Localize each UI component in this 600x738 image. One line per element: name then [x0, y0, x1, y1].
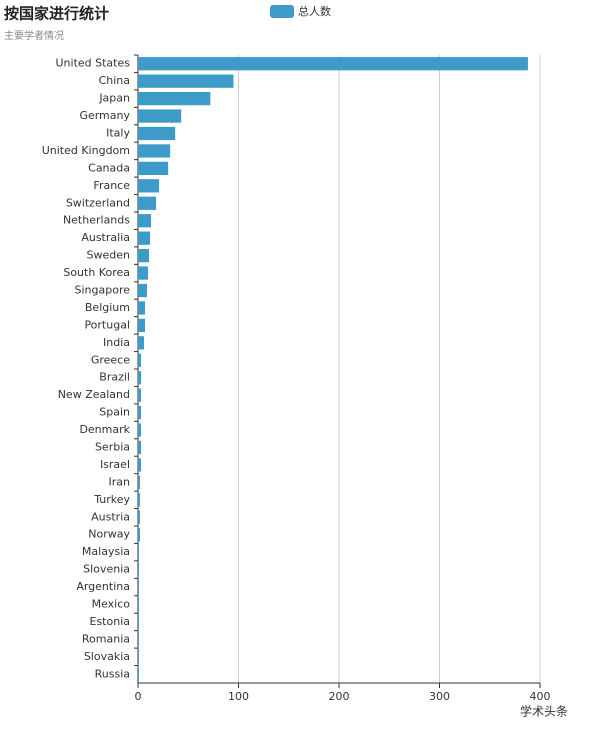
y-tick-label: Iran: [109, 475, 131, 488]
bar: [138, 74, 234, 88]
y-tick-label: Austria: [91, 510, 130, 523]
bar: [138, 458, 142, 472]
bar: [138, 667, 140, 681]
bar: [138, 615, 140, 629]
x-tick-label: 100: [228, 690, 249, 703]
bar: [138, 440, 142, 455]
y-tick-label: India: [103, 336, 130, 349]
y-tick-label: Italy: [106, 127, 130, 140]
y-tick-label: New Zealand: [58, 388, 130, 401]
y-tick-label: China: [99, 74, 130, 87]
y-tick-label: Japan: [98, 92, 130, 105]
bar: [138, 371, 142, 385]
bar: [138, 91, 211, 106]
bar: [138, 336, 145, 350]
x-tick-label: 200: [329, 690, 350, 703]
chart-title: 按国家进行统计: [4, 5, 109, 23]
y-tick-label: Russia: [95, 667, 130, 680]
y-tick-label: Canada: [88, 161, 130, 174]
y-tick-label: Israel: [100, 458, 130, 471]
y-tick-label: Slovakia: [84, 650, 130, 663]
y-tick-label: Germany: [79, 109, 130, 122]
bar: [138, 179, 160, 193]
y-tick-label: Greece: [91, 353, 130, 366]
bar: [138, 562, 140, 577]
bar: [138, 266, 149, 280]
y-tick-label: Netherlands: [63, 214, 130, 227]
bar: [138, 405, 142, 420]
bar: [138, 57, 528, 71]
bar: [138, 475, 141, 490]
bar: [138, 109, 182, 123]
legend-label: 总人数: [298, 4, 331, 18]
bar: [138, 650, 140, 664]
y-tick-label: Spain: [99, 406, 130, 419]
y-tick-label: Serbia: [95, 441, 130, 454]
bar: [138, 632, 140, 647]
y-tick-label: South Korea: [63, 266, 130, 279]
chart-subtitle: 主要学者情况: [4, 29, 64, 42]
bar: [138, 318, 146, 333]
bar: [138, 493, 141, 507]
y-tick-label: Belgium: [85, 301, 130, 314]
y-tick-label: Switzerland: [66, 196, 130, 209]
y-tick-label: Brazil: [99, 371, 130, 384]
bar: [138, 353, 142, 367]
x-tick-label: 300: [429, 690, 450, 703]
y-tick-label: United Kingdom: [42, 144, 130, 157]
legend-swatch: [270, 5, 294, 18]
y-tick-label: Norway: [88, 528, 130, 541]
y-tick-label: Portugal: [84, 318, 130, 331]
watermark: 学术头条: [520, 704, 568, 719]
y-tick-label: Australia: [81, 231, 130, 244]
bar: [138, 214, 152, 228]
y-tick-label: Estonia: [90, 615, 131, 628]
y-tick-label: Romania: [82, 632, 130, 645]
y-tick-label: Denmark: [79, 423, 130, 436]
bar: [138, 231, 151, 245]
bar: [138, 248, 150, 263]
y-tick-label: France: [93, 179, 130, 192]
y-tick-label: Sweden: [87, 249, 130, 262]
bar: [138, 510, 141, 524]
bar: [138, 388, 142, 402]
bar: [138, 196, 157, 210]
y-tick-label: Argentina: [76, 580, 130, 593]
y-tick-label: United States: [56, 57, 131, 70]
y-tick-label: Malaysia: [82, 545, 130, 558]
y-tick-label: Slovenia: [83, 563, 130, 576]
y-tick-label: Turkey: [93, 493, 130, 506]
bar: [138, 528, 141, 542]
bar: [138, 161, 169, 176]
x-tick-label: 400: [530, 690, 551, 703]
x-tick-label: 0: [135, 690, 142, 703]
bar: [138, 545, 140, 559]
bar: [138, 144, 171, 158]
bar: [138, 597, 140, 612]
y-tick-label: Mexico: [92, 598, 131, 611]
bar: [138, 283, 148, 298]
bar: [138, 580, 140, 594]
y-tick-label: Singapore: [75, 284, 131, 297]
bar: [138, 126, 176, 141]
bar: [138, 301, 146, 315]
bar: [138, 423, 142, 437]
